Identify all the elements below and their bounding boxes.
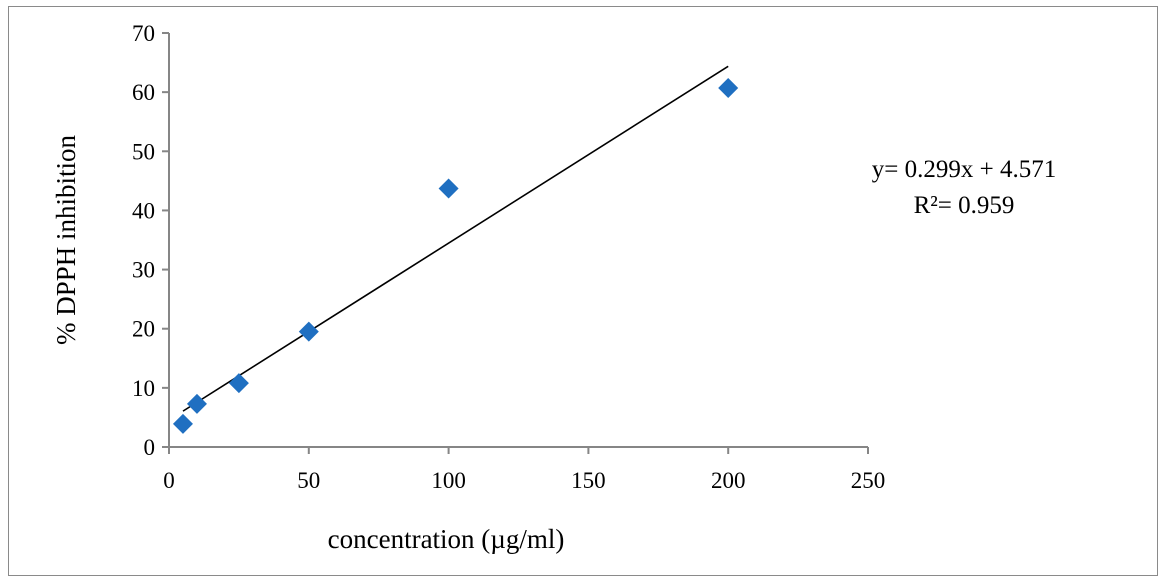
tick-labels: 0 10 20 30 40 50 60 70 0 50 100 150 200 250 bbox=[132, 21, 885, 493]
y-tick-label: 60 bbox=[132, 80, 155, 105]
data-points bbox=[172, 78, 739, 434]
y-tick-label: 40 bbox=[132, 198, 155, 223]
trendline-group bbox=[182, 65, 729, 412]
trendline bbox=[182, 65, 729, 412]
data-point bbox=[186, 393, 207, 414]
data-point bbox=[228, 373, 249, 394]
x-tick-label: 0 bbox=[163, 468, 175, 493]
data-point bbox=[172, 413, 193, 434]
x-axis-label: concentration (µg/ml) bbox=[328, 524, 565, 554]
y-tick-label: 30 bbox=[132, 258, 155, 283]
trendline-equation: y= 0.299x + 4.571 bbox=[872, 156, 1056, 183]
axes bbox=[162, 32, 869, 454]
x-tick-label: 200 bbox=[711, 468, 746, 493]
x-tick-label: 100 bbox=[431, 468, 466, 493]
data-point bbox=[438, 178, 459, 199]
r-squared-label: R²= 0.959 bbox=[914, 192, 1015, 219]
chart-frame bbox=[8, 6, 1158, 576]
data-point bbox=[298, 321, 319, 342]
y-tick-label: 20 bbox=[132, 317, 155, 342]
x-tick-label: 150 bbox=[571, 468, 606, 493]
x-tick-label: 50 bbox=[297, 468, 320, 493]
data-point bbox=[718, 78, 739, 99]
x-tick-label: 250 bbox=[851, 468, 886, 493]
y-tick-label: 10 bbox=[132, 376, 155, 401]
y-tick-label: 50 bbox=[132, 139, 155, 164]
y-axis-label: % DPPH inhibition bbox=[51, 134, 81, 345]
y-tick-label: 70 bbox=[132, 21, 155, 46]
y-tick-label: 0 bbox=[144, 435, 156, 460]
